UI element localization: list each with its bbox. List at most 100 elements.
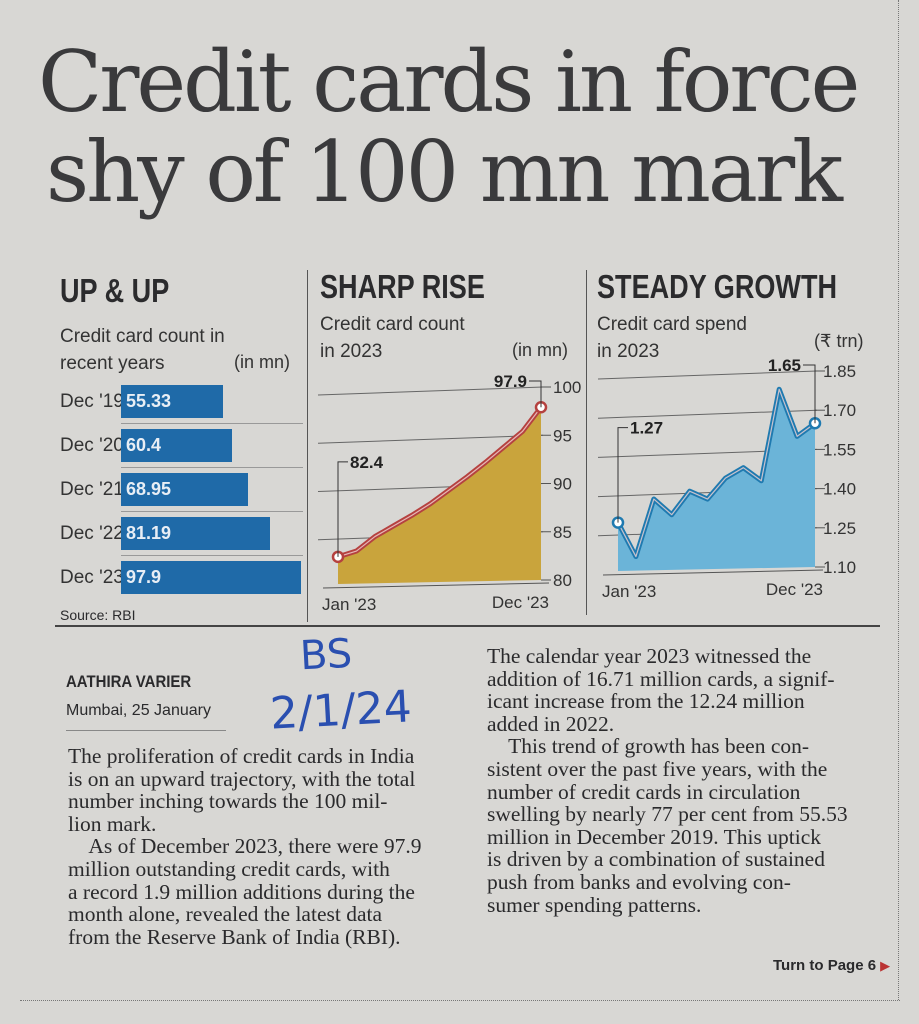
article-line: number inching towards the 100 mil- [68,789,388,814]
article-line: addition of 16.71 million cards, a signi… [487,666,835,691]
article-line: from the Reserve Bank of India (RBI). [68,924,401,949]
bar-category-label: Dec '20 [60,435,124,456]
chart1-unit: (in mn) [234,352,291,372]
article-line: As of December 2023, there were 97.9 [68,834,422,859]
series-line-highlight [617,388,816,558]
chart2-subtitle-2: in 2023 [320,341,383,362]
handwritten-initials: BS [298,630,354,680]
article-line: is driven by a combination of sustained [487,847,825,872]
x-tick-label: Jan '23 [322,595,376,614]
bar-category-label: Dec '23 [60,567,124,588]
chart1-source: Source: RBI [60,607,136,623]
y-tick-label: 1.25 [823,519,856,538]
bar-value-label: 68.95 [126,479,172,499]
article-column-left: The proliferation of credit cards in Ind… [68,745,421,948]
bar: 55.33 [121,385,223,418]
y-tick-label: 80 [553,571,572,590]
article-line: sumer spending patterns. [487,892,702,917]
chart-rule [55,625,880,627]
chart1-subtitle-1: Credit card count in [60,326,225,347]
article-line: added in 2022. [487,711,615,736]
bar-value-label: 81.19 [126,523,172,543]
chart3-subtitle-1: Credit card spend [597,314,747,335]
bar-value-label: 60.4 [126,435,162,455]
article-line: is on an upward trajectory, with the tot… [68,766,416,791]
annotation-end: 97.9 [494,372,527,391]
article-line: sistent over the past five years, with t… [487,756,828,781]
x-tick-label: Dec '23 [492,593,549,612]
chart2-subtitle-1: Credit card count [320,314,465,335]
page-rule [20,1000,900,1001]
article-line: lion mark. [68,811,157,836]
article-line: swelling by nearly 77 per cent from 55.5… [487,802,848,827]
article-line: The calendar year 2023 witnessed the [487,644,812,668]
x-tick-label: Dec '23 [766,580,823,599]
gridline [121,423,303,424]
article-line: This trend of growth has been con- [487,734,810,759]
jump-text: Turn to Page 6 [773,957,877,974]
handwritten-date: 2/1/24 [268,681,413,740]
arrow-right-icon: ▶ [880,958,891,973]
bar-value-label: 55.33 [126,391,172,411]
article-line: The proliferation of credit cards in Ind… [68,744,415,768]
article-column-right: The calendar year 2023 witnessed the addi… [487,645,848,916]
annotation-leader [529,380,542,408]
y-tick-label: 1.55 [823,440,856,459]
y-tick-label: 1.70 [823,401,856,420]
byline-rule [66,730,226,731]
page-rule [898,0,899,1000]
x-axis [602,569,824,576]
bar-value-label: 97.9 [126,567,162,587]
y-tick-label: 1.10 [823,558,856,577]
chart3-unit: (₹ trn) [814,331,864,351]
chart3-subtitle-2: in 2023 [597,341,660,362]
annotation-leader [803,364,816,424]
article-line: a record 1.9 million additions during th… [68,879,415,904]
article-line: number of credit cards in circulation [487,779,801,804]
article-line: million in December 2019. This uptick [487,824,821,849]
byline-place-date: Mumbai, 25 January [66,702,211,719]
annotation-start: 1.27 [630,419,663,438]
area-fill [618,389,815,571]
y-tick-label: 100 [553,378,581,397]
series-line-highlight [337,406,542,558]
chart3-title: STEADY GROWTH [597,268,838,305]
x-tick-label: Jan '23 [602,582,656,601]
divider [586,270,587,615]
bar-category-label: Dec '21 [60,479,124,500]
gridline [121,511,303,512]
headline-line-1: Credit cards in force [38,33,860,131]
gridline [121,467,303,468]
annotation-leader [337,461,348,557]
chart2-title: SHARP RISE [320,268,485,305]
y-tick-label: 85 [553,523,572,542]
annotation-start: 82.4 [350,453,384,472]
article-line: icant increase from the 12.24 million [487,689,805,714]
annotation-leader [617,427,628,523]
article-line: push from banks and evolving con- [487,869,791,894]
bar-category-label: Dec '22 [60,523,124,544]
gridline [317,386,544,396]
y-tick-label: 1.85 [823,362,856,381]
gridline [317,434,544,444]
annotation-end: 1.65 [768,356,801,375]
bar: 68.95 [121,473,248,506]
gridline [121,555,303,556]
chart1-title: UP & UP [60,272,170,309]
article-line: million outstanding credit cards, with [68,856,390,881]
bar: 81.19 [121,517,271,550]
gridline [597,370,818,380]
headline-line-2: shy of 100 mn mark [46,123,843,221]
byline-author: AATHIRA VARIER [66,672,192,691]
y-tick-label: 90 [553,475,572,494]
area-fill [338,407,541,584]
bar: 97.9 [121,561,302,594]
chart1-subtitle-2: recent years [60,353,165,374]
jump-link[interactable]: Turn to Page 6 ▶ [773,957,890,975]
divider [307,270,308,622]
bar-category-label: Dec '19 [60,391,124,412]
x-axis [322,582,550,589]
bar: 60.4 [121,429,233,462]
